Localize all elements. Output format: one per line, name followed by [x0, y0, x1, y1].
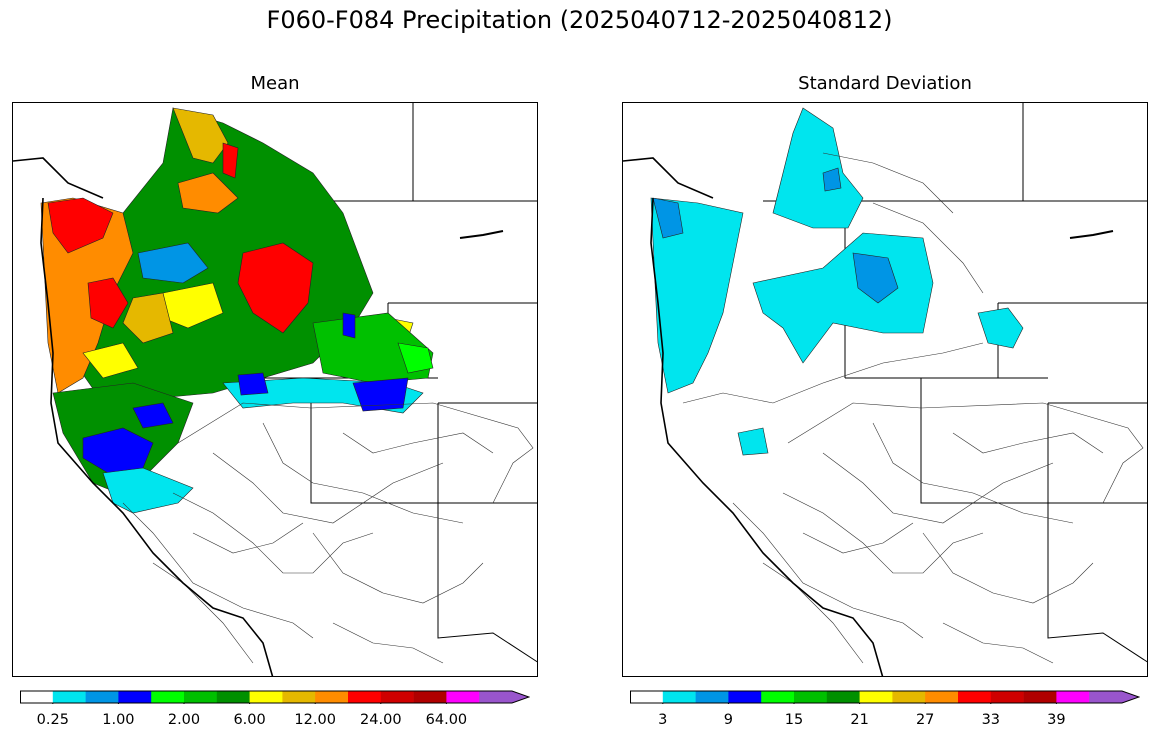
- mean-region-red-north: [222, 142, 239, 179]
- std-colorbar-segment: [859, 691, 893, 703]
- mean-region-yellow-b: [82, 342, 139, 379]
- std-map-panel: [622, 102, 1148, 677]
- std-region-coast-blue: [652, 197, 684, 239]
- mean-colorbar-segment: [479, 691, 529, 703]
- std-colorbar-segment: [1089, 691, 1139, 703]
- std-colorbar-segment: [662, 691, 696, 703]
- mean-colorbar-tick-label: 6.00: [233, 712, 266, 728]
- std-map: [623, 103, 1147, 676]
- std-colorbar-segment: [990, 691, 1024, 703]
- mean-colorbar-segment: [216, 691, 250, 703]
- std-colorbar-tick-label: 9: [723, 712, 734, 728]
- std-colorbar-segment: [794, 691, 828, 703]
- std-colorbar-segment: [925, 691, 959, 703]
- figure-title: F060-F084 Precipitation (2025040712-2025…: [266, 6, 893, 34]
- coastline: [40, 197, 274, 676]
- mean-region-blue-east2: [352, 377, 409, 412]
- std-region-north-cyan: [772, 107, 864, 229]
- std-colorbar-tick-label: 3: [658, 712, 668, 728]
- std-colorbar-segment: [1056, 691, 1090, 703]
- mean-colorbar-segment: [52, 691, 86, 703]
- std-colorbar: [630, 690, 1140, 704]
- mean-colorbar-segment: [380, 691, 414, 703]
- mean-colorbar-segment: [348, 691, 382, 703]
- std-region-ca-cyan: [737, 427, 769, 456]
- std-colorbar-segment: [826, 691, 860, 703]
- std-colorbar-tick-label: 21: [850, 712, 869, 728]
- std-colorbar-tick-label: 15: [784, 712, 804, 728]
- std-colorbar-segment: [958, 691, 992, 703]
- std-colorbar-segment: [728, 691, 762, 703]
- mean-colorbar-segment: [184, 691, 218, 703]
- std-region-east-cyan: [977, 307, 1024, 349]
- std-colorbar-segment: [630, 691, 664, 703]
- mean-colorbar-segment: [118, 691, 152, 703]
- mean-panel-title: Mean: [250, 73, 300, 94]
- mean-colorbar-tick-label: 12.00: [294, 712, 336, 728]
- mean-colorbar-segment: [282, 691, 316, 703]
- mean-colorbar-tick-label: 24.00: [360, 712, 402, 728]
- mean-region-red-central: [237, 242, 314, 334]
- mean-region-brightgreen: [397, 342, 434, 374]
- coastline: [650, 197, 884, 676]
- mean-region-red-coast: [47, 197, 114, 254]
- mean-region-blue-small: [132, 402, 174, 429]
- mean-region-red-oregon: [87, 277, 129, 329]
- mean-region-blue-mid: [137, 242, 209, 284]
- mean-region-blue-east: [237, 372, 269, 396]
- std-colorbar-tick-label: 39: [1047, 712, 1066, 728]
- mean-colorbar-tick-label: 2.00: [167, 712, 201, 728]
- mean-colorbar-segment: [151, 691, 185, 703]
- std-region-center-blue: [852, 252, 899, 304]
- mean-colorbar-tick-label: 0.25: [36, 712, 69, 728]
- mean-colorbar-tick-label: 1.00: [102, 712, 135, 728]
- std-region-center-cyan: [752, 232, 934, 364]
- mean-map-panel: [12, 102, 538, 677]
- mean-colorbar-segment: [85, 691, 119, 703]
- mean-colorbar-segment: [20, 691, 54, 703]
- std-colorbar-segment: [761, 691, 795, 703]
- std-colorbar-tick-label: 27: [915, 712, 935, 728]
- mean-colorbar-segment: [413, 691, 447, 703]
- mean-region-gold-center: [122, 292, 174, 344]
- std-colorbar-segment: [892, 691, 926, 703]
- mean-colorbar-segment: [249, 691, 283, 703]
- mean-colorbar-tick-label: 64.00: [425, 712, 468, 728]
- mean-colorbar-segment: [446, 691, 480, 703]
- mean-colorbar: [20, 690, 530, 704]
- std-panel-title: Standard Deviation: [798, 73, 972, 94]
- std-colorbar-segment: [1023, 691, 1057, 703]
- mean-colorbar-segment: [315, 691, 349, 703]
- std-colorbar-tick-label: 33: [981, 712, 1001, 728]
- mean-region-gold-north: [172, 107, 229, 164]
- mean-map: [13, 103, 537, 676]
- std-colorbar-segment: [695, 691, 729, 703]
- mean-region-blue-ne: [342, 312, 356, 339]
- std-region-blue-small: [822, 167, 842, 192]
- std-region-coast-cyan: [650, 197, 744, 394]
- mean-region-orange-north: [177, 172, 239, 214]
